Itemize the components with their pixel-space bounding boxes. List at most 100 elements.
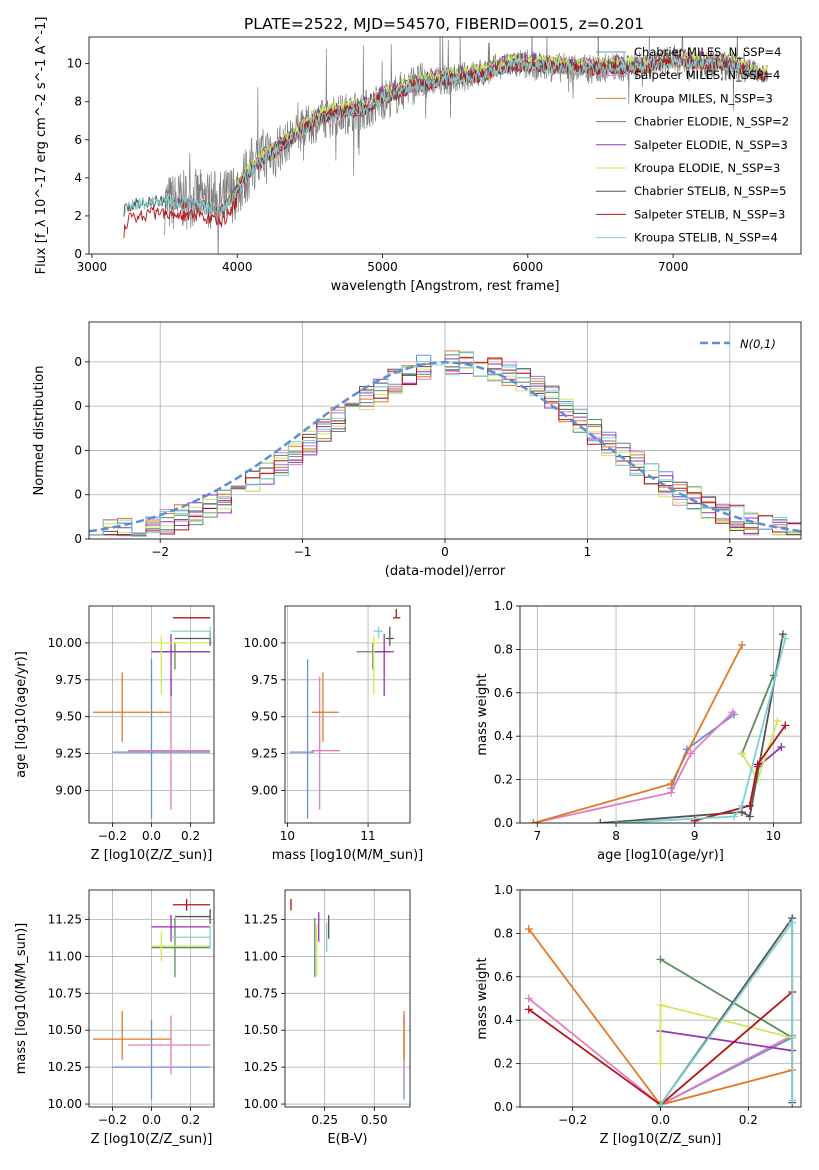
x-tick-label: 2: [726, 545, 734, 559]
weight-line-salpeter-miles: [533, 711, 734, 823]
plot-area: [92, 617, 211, 819]
axes-frame: [519, 605, 802, 824]
weight-line-kroupa-stelib: [615, 638, 787, 823]
x-tick-label: 9: [691, 829, 699, 843]
x-tick-label: 4000: [222, 260, 253, 274]
y-tick-label: 9.00: [251, 784, 278, 798]
y-tick-label: 10.50: [48, 1023, 82, 1037]
y-tick-label: 4: [74, 171, 82, 185]
x-tick-label: 0.25: [311, 1113, 338, 1127]
y-tick-label: 9.25: [55, 747, 82, 761]
legend-entry: Salpeter ELODIE, N_SSP=3: [634, 138, 788, 152]
weight-point-marker: [737, 749, 746, 758]
weight-point-marker: [686, 749, 695, 758]
y-axis-label: age [log10(age/yr)]: [14, 651, 29, 778]
weight-line-salpeter-stelib: [694, 724, 787, 822]
y-tick-label: 11.00: [244, 949, 278, 963]
y-axis-label: mass weight: [475, 673, 490, 755]
x-tick-label: 8: [612, 829, 620, 843]
weight-point-marker: [737, 801, 746, 810]
histogram-kroupa-stelib: [89, 352, 801, 539]
panel-mass-vs-Z: −0.2 0.0 0.2 10.00 10.25 10.50 10.75 11.00 11.25…: [14, 889, 215, 1147]
legend-entry: Kroupa ELODIE, N_SSP=3: [634, 161, 780, 175]
x-tick-label: 7: [533, 829, 541, 843]
y-tick-label: 6: [74, 133, 82, 147]
x-tick-label: 0.0: [142, 829, 161, 843]
weight-line-chabrier-stelib: [600, 634, 784, 823]
grid-lines: [520, 605, 801, 824]
legend-entry: Chabrier STELIB, N_SSP=5: [634, 184, 786, 198]
weight-point-marker: [612, 819, 621, 823]
weight-point-marker: [524, 925, 533, 934]
y-tick-label: 0.2: [494, 773, 513, 787]
y-tick-label: 0: [74, 532, 82, 546]
x-tick-label: 10: [280, 829, 295, 843]
legend-entry: Salpeter MILES, N_SSP=4: [634, 68, 780, 82]
y-tick-label: 0.4: [494, 1013, 513, 1027]
y-tick-label: 9.25: [251, 747, 278, 761]
y-tick-label: 9.75: [55, 673, 82, 687]
y-tick-label: 1.0: [494, 599, 513, 613]
weight-point-marker: [778, 630, 787, 639]
x-tick-label: 7000: [658, 260, 689, 274]
y-tick-label: 0.2: [494, 1057, 513, 1071]
y-tick-label: 9.50: [251, 710, 278, 724]
grid-lines: [285, 606, 410, 823]
y-axis-label: mass [log10(M/M_sun)]: [14, 923, 29, 1075]
grid-lines: [285, 890, 410, 1107]
y-tick-label: 8: [74, 95, 82, 109]
plot-area: [289, 608, 401, 819]
axes-frame: [284, 605, 411, 824]
plot-area: [529, 630, 790, 823]
x-tick-label: 0.0: [142, 1113, 161, 1127]
weight-point-marker: [730, 812, 739, 821]
panel-age-vs-mass: 10 11 9.00 9.25 9.50 9.75 10.00 mass [log10(M/M…: [244, 605, 423, 863]
weight-point-marker: [745, 801, 754, 810]
weight-point-marker: [777, 743, 786, 752]
panel-weight-vs-Z: −0.2 0.0 0.2 0.0 0.2 0.4 0.6 0.8 1.0 Z [log10(Z/Z…: [475, 883, 802, 1147]
weight-line-salpeter-elodie: [660, 1030, 793, 1052]
weight-point-marker: [745, 812, 754, 821]
y-axis-label: Flux [f_λ 10^-17 erg cm^-2 s^-1 A^-1]: [34, 17, 49, 275]
y-tick-label: 2: [74, 209, 82, 223]
x-tick-label: 6000: [513, 260, 544, 274]
weight-line-chabrier-miles: [670, 713, 735, 789]
gaussian-legend-label: N(0,1): [740, 337, 776, 351]
weight-line-kroupa-elodie: [741, 720, 779, 782]
legend: Chabrier MILES, N_SSP=4 Salpeter MILES, N…: [596, 45, 789, 245]
y-tick-label: 10.50: [244, 1023, 278, 1037]
x-axis-label: (data-model)/error: [385, 564, 506, 579]
weight-line-salpeter-elodie: [757, 746, 782, 768]
axes-frame: [88, 321, 802, 540]
panel-residuals: −2 −1 0 1 2 0 0 0 0 0 (data-model)/error Normed dis…: [32, 321, 802, 579]
y-tick-label: 10.75: [48, 986, 82, 1000]
y-tick-label: 10.00: [48, 1097, 82, 1111]
x-tick-label: 0.2: [181, 829, 200, 843]
y-tick-label: 10.00: [48, 636, 82, 650]
weight-point-marker: [667, 779, 676, 788]
plot-area: [123, 37, 769, 254]
y-tick-label: 10.25: [48, 1060, 82, 1074]
y-tick-label: 10.00: [244, 636, 278, 650]
legend-entry: Chabrier MILES, N_SSP=4: [634, 45, 781, 59]
x-tick-label: −2: [151, 545, 169, 559]
y-tick-label: 11.25: [244, 913, 278, 927]
x-tick-label: 1: [584, 545, 592, 559]
grid-lines: [89, 890, 214, 1107]
y-axis-label: mass weight: [475, 957, 490, 1039]
panel-mass-vs-EBV: 0.25 0.50 10.00 10.25 10.50 10.75 11.00 11.25 E(…: [244, 889, 411, 1147]
x-tick-label: 0.2: [739, 1113, 758, 1127]
x-tick-label: −0.2: [98, 1113, 127, 1127]
x-tick-label: 3000: [77, 260, 108, 274]
y-tick-label: 0.8: [494, 642, 513, 656]
y-tick-label: 0.4: [494, 729, 513, 743]
x-axis-label: Z [log10(Z/Z_sun)]: [91, 1132, 213, 1147]
legend-entry: Chabrier ELODIE, N_SSP=2: [634, 115, 789, 129]
weight-point-marker: [781, 721, 790, 730]
y-tick-label: 10.00: [244, 1097, 278, 1111]
weight-point-marker: [529, 819, 538, 823]
x-tick-label: 11: [360, 829, 375, 843]
axes-frame: [88, 889, 215, 1108]
y-tick-label: 0: [74, 247, 82, 261]
x-tick-label: −1: [294, 545, 312, 559]
